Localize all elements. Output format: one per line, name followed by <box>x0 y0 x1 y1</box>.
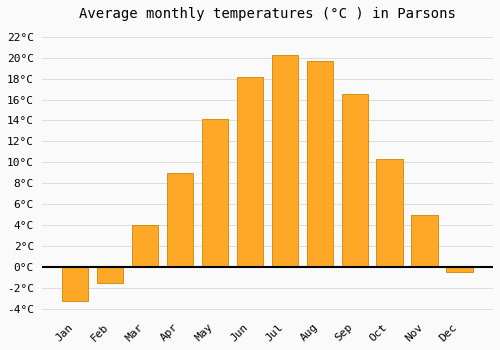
Bar <box>306 61 333 267</box>
Bar <box>237 77 263 267</box>
Bar <box>97 267 123 283</box>
Bar <box>376 159 402 267</box>
Bar <box>342 94 367 267</box>
Bar <box>272 55 298 267</box>
Bar <box>167 173 193 267</box>
Bar <box>132 225 158 267</box>
Bar <box>412 215 438 267</box>
Bar <box>62 267 88 301</box>
Bar <box>202 119 228 267</box>
Bar <box>446 267 472 272</box>
Title: Average monthly temperatures (°C ) in Parsons: Average monthly temperatures (°C ) in Pa… <box>79 7 456 21</box>
